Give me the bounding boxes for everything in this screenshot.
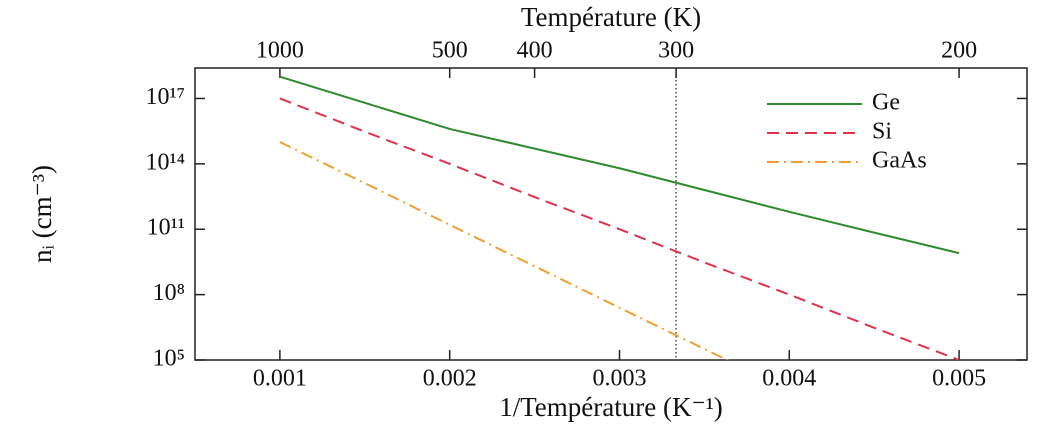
y-axis-title: nᵢ (cm⁻³) [27,165,57,263]
x2-tick-label: 1000 [256,38,304,64]
y-tick-label: 10⁸ [153,280,185,306]
x2-tick-label: 500 [432,38,468,64]
x-axis-title: 1/Température (K⁻¹) [499,392,723,422]
series-line [279,97,960,360]
x-tick-label: 0.003 [592,366,646,392]
y-tick-label: 10¹⁷ [145,84,185,110]
x2-tick-label: 400 [517,38,553,64]
y-tick-label: 10¹⁴ [145,149,185,175]
x2-axis-title: Température (K) [521,2,701,32]
plot-area [279,75,960,360]
x2-tick-label: 300 [658,38,694,64]
x-tick-label: 0.002 [423,366,477,392]
plot-frame [194,67,1028,361]
legend-label: GaAs [872,148,927,174]
y-tick-label: 10⁵ [153,346,185,372]
y-tick-label: 10¹¹ [147,215,185,241]
legend-label: Ge [872,90,900,116]
legend-label: Si [872,119,892,145]
series-line [279,75,960,255]
x-tick-label: 0.001 [253,366,307,392]
x-tick-label: 0.004 [762,366,816,392]
x2-tick-label: 200 [941,38,977,64]
x-tick-label: 0.005 [932,366,986,392]
